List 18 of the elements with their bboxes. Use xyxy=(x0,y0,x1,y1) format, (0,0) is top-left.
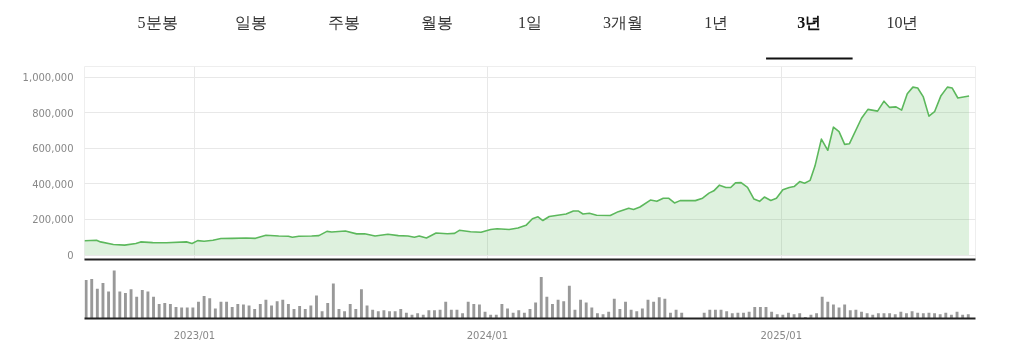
y-tick-label: 600,000 xyxy=(32,143,74,155)
y-tick-label: 200,000 xyxy=(32,214,74,226)
y-tick-label: 1,000,000 xyxy=(22,72,74,84)
text: 3년 xyxy=(797,14,822,31)
text: 3개월 xyxy=(603,14,644,31)
y-tick-label: 800,000 xyxy=(32,107,74,119)
text: 5분봉 xyxy=(137,14,178,31)
text: 일봉 xyxy=(234,14,267,31)
y-tick-label: 400,000 xyxy=(32,178,74,190)
text: 10년 xyxy=(886,14,919,31)
text: 주봉 xyxy=(327,14,360,31)
x-tick-label: 2025/01 xyxy=(760,329,803,341)
x-tick-label: 2023/01 xyxy=(173,329,216,341)
x-tick-label: 2024/01 xyxy=(466,329,509,341)
y-tick-label: 0 xyxy=(67,250,74,262)
text: 1년 xyxy=(704,14,729,31)
text: 1일 xyxy=(518,14,542,31)
text: 월봉 xyxy=(420,14,453,31)
